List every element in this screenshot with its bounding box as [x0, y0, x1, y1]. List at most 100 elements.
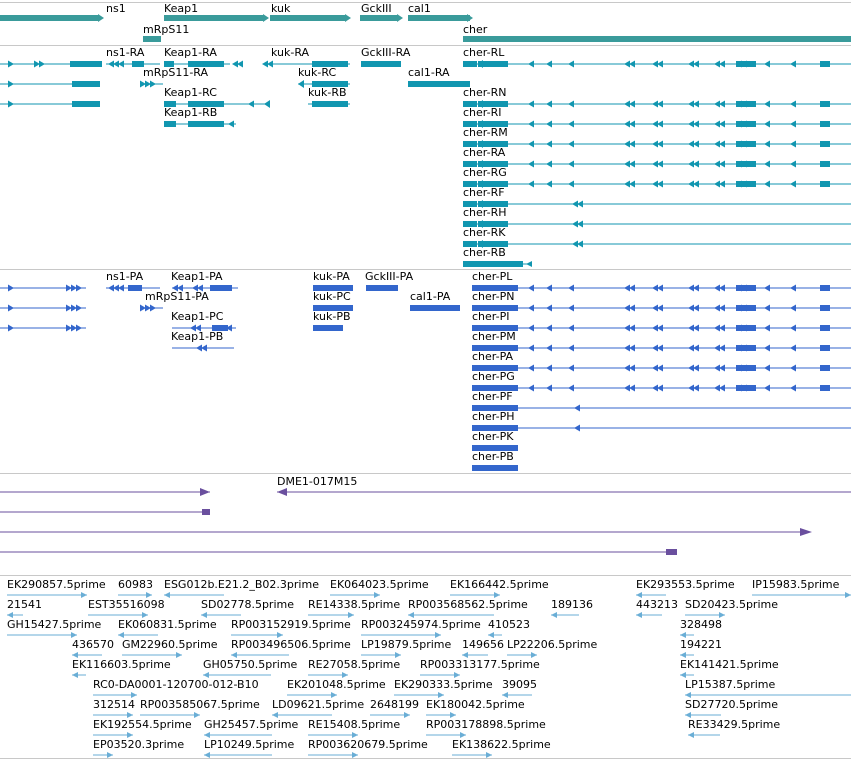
est-label[interactable]: LP19879.5prime: [361, 638, 452, 651]
est-label[interactable]: RP003178898.5prime: [426, 718, 546, 731]
est-label[interactable]: RP003496506.5prime: [231, 638, 351, 651]
transcript-label[interactable]: cher-RA: [463, 146, 506, 159]
protein-label[interactable]: cher-PI: [472, 310, 510, 323]
protein-label[interactable]: GckIII-PA: [365, 270, 414, 283]
transcript-label[interactable]: cher-RF: [463, 186, 505, 199]
est-label[interactable]: 194221: [680, 638, 722, 651]
est-label[interactable]: RP003152919.5prime: [231, 618, 351, 631]
est-label[interactable]: RP003620679.5prime: [308, 738, 428, 751]
est-label[interactable]: EK166442.5prime: [450, 578, 549, 591]
protein-label[interactable]: cher-PL: [472, 270, 513, 283]
est-label[interactable]: LP15387.5prime: [685, 678, 776, 691]
protein-label[interactable]: Keap1-PC: [171, 310, 224, 323]
est-label[interactable]: EK192554.5prime: [93, 718, 192, 731]
est-label[interactable]: EK290333.5prime: [394, 678, 493, 691]
transcript-label[interactable]: cher-RL: [463, 46, 505, 59]
est-label[interactable]: SD27720.5prime: [685, 698, 778, 711]
est-label[interactable]: 39095: [502, 678, 537, 691]
est-label[interactable]: ESG012b.E21.2_B02.3prime: [164, 578, 319, 591]
est-label[interactable]: RE33429.5prime: [688, 718, 781, 731]
gene-label[interactable]: mRpS11: [143, 23, 190, 36]
est-label[interactable]: RE14338.5prime: [308, 598, 401, 611]
est-label[interactable]: LP10249.5prime: [204, 738, 295, 751]
protein-label[interactable]: kuk-PA: [313, 270, 350, 283]
est-label[interactable]: 2648199: [370, 698, 419, 711]
est-label[interactable]: RP003313177.5prime: [420, 658, 540, 671]
transcript-label[interactable]: cher-RI: [463, 106, 502, 119]
gene-label[interactable]: kuk: [271, 2, 291, 15]
est-label[interactable]: 443213: [636, 598, 678, 611]
transcript-label[interactable]: cher-RN: [463, 86, 507, 99]
protein-label[interactable]: Keap1-PB: [171, 330, 224, 343]
transcript-label[interactable]: cher-RK: [463, 226, 506, 239]
est-label[interactable]: LP22206.5prime: [507, 638, 598, 651]
est-label[interactable]: EK180042.5prime: [426, 698, 525, 711]
transcript-label[interactable]: cher-RM: [463, 126, 508, 139]
transcript-label[interactable]: kuk-RC: [298, 66, 337, 79]
protein-label[interactable]: cher-PK: [472, 430, 514, 443]
est-label[interactable]: EK201048.5prime: [287, 678, 386, 691]
protein-label[interactable]: Keap1-PA: [171, 270, 223, 283]
est-label[interactable]: LD09621.5prime: [272, 698, 365, 711]
est-label[interactable]: EP03520.3prime: [93, 738, 185, 751]
protein-label[interactable]: mRpS11-PA: [145, 290, 209, 303]
gene-label[interactable]: ns1: [106, 2, 126, 15]
protein-label[interactable]: cal1-PA: [410, 290, 451, 303]
est-label[interactable]: 410523: [488, 618, 530, 631]
est-label[interactable]: SD20423.5prime: [685, 598, 778, 611]
transcript-label[interactable]: cher-RG: [463, 166, 507, 179]
protein-label[interactable]: kuk-PC: [313, 290, 351, 303]
transcript-label[interactable]: ns1-RA: [106, 46, 145, 59]
gene-label[interactable]: GckIII: [361, 2, 392, 15]
est-label[interactable]: SD02778.5prime: [201, 598, 294, 611]
transcript-label[interactable]: Keap1-RA: [164, 46, 217, 59]
est-label[interactable]: EK293553.5prime: [636, 578, 735, 591]
est-label[interactable]: IP15983.5prime: [752, 578, 840, 591]
est-label[interactable]: GH25457.5prime: [204, 718, 299, 731]
est-label[interactable]: EK290857.5prime: [7, 578, 106, 591]
protein-label[interactable]: cher-PF: [472, 390, 513, 403]
protein-label[interactable]: ns1-PA: [106, 270, 144, 283]
protein-label[interactable]: cher-PG: [472, 370, 515, 383]
est-label[interactable]: EK141421.5prime: [680, 658, 779, 671]
protein-label[interactable]: cher-PB: [472, 450, 514, 463]
est-label[interactable]: GH15427.5prime: [7, 618, 102, 631]
transcript-label[interactable]: kuk-RB: [308, 86, 347, 99]
est-label[interactable]: EK064023.5prime: [330, 578, 429, 591]
est-label[interactable]: EK060831.5prime: [118, 618, 217, 631]
est-label[interactable]: 436570: [72, 638, 114, 651]
transcript-label[interactable]: GckIII-RA: [361, 46, 411, 59]
est-label[interactable]: 149656: [462, 638, 504, 651]
est-label[interactable]: EK138622.5prime: [452, 738, 551, 751]
est-label[interactable]: 189136: [551, 598, 593, 611]
est-label[interactable]: 60983: [118, 578, 153, 591]
transcript-label[interactable]: cher-RB: [463, 246, 506, 259]
est-label[interactable]: RP003568562.5prime: [408, 598, 528, 611]
est-label[interactable]: GM22960.5prime: [122, 638, 218, 651]
est-label[interactable]: RE27058.5prime: [308, 658, 401, 671]
protein-label[interactable]: cher-PN: [472, 290, 515, 303]
est-label[interactable]: EK116603.5prime: [72, 658, 171, 671]
gene-label[interactable]: Keap1: [164, 2, 199, 15]
transcript-label[interactable]: Keap1-RB: [164, 106, 218, 119]
est-label[interactable]: RC0-DA0001-120700-012-B10: [93, 678, 259, 691]
protein-label[interactable]: cher-PM: [472, 330, 516, 343]
transcript-label[interactable]: cher-RH: [463, 206, 507, 219]
gene-label[interactable]: cal1: [408, 2, 431, 15]
gene-label[interactable]: cher: [463, 23, 488, 36]
transcript-label[interactable]: cal1-RA: [408, 66, 450, 79]
est-label[interactable]: GH05750.5prime: [203, 658, 298, 671]
protein-label[interactable]: kuk-PB: [313, 310, 351, 323]
transcript-label[interactable]: Keap1-RC: [164, 86, 217, 99]
est-label[interactable]: RE15408.5prime: [308, 718, 401, 731]
transcript-label[interactable]: kuk-RA: [271, 46, 310, 59]
est-label[interactable]: 328498: [680, 618, 722, 631]
est-label[interactable]: RP003585067.5prime: [140, 698, 260, 711]
est-label[interactable]: EST35516098: [88, 598, 165, 611]
transcript-label[interactable]: mRpS11-RA: [143, 66, 209, 79]
est-label[interactable]: RP003245974.5prime: [361, 618, 481, 631]
protein-label[interactable]: cher-PH: [472, 410, 515, 423]
est-label[interactable]: 312514: [93, 698, 135, 711]
clone-label[interactable]: DME1-017M15: [277, 475, 358, 488]
protein-label[interactable]: cher-PA: [472, 350, 514, 363]
